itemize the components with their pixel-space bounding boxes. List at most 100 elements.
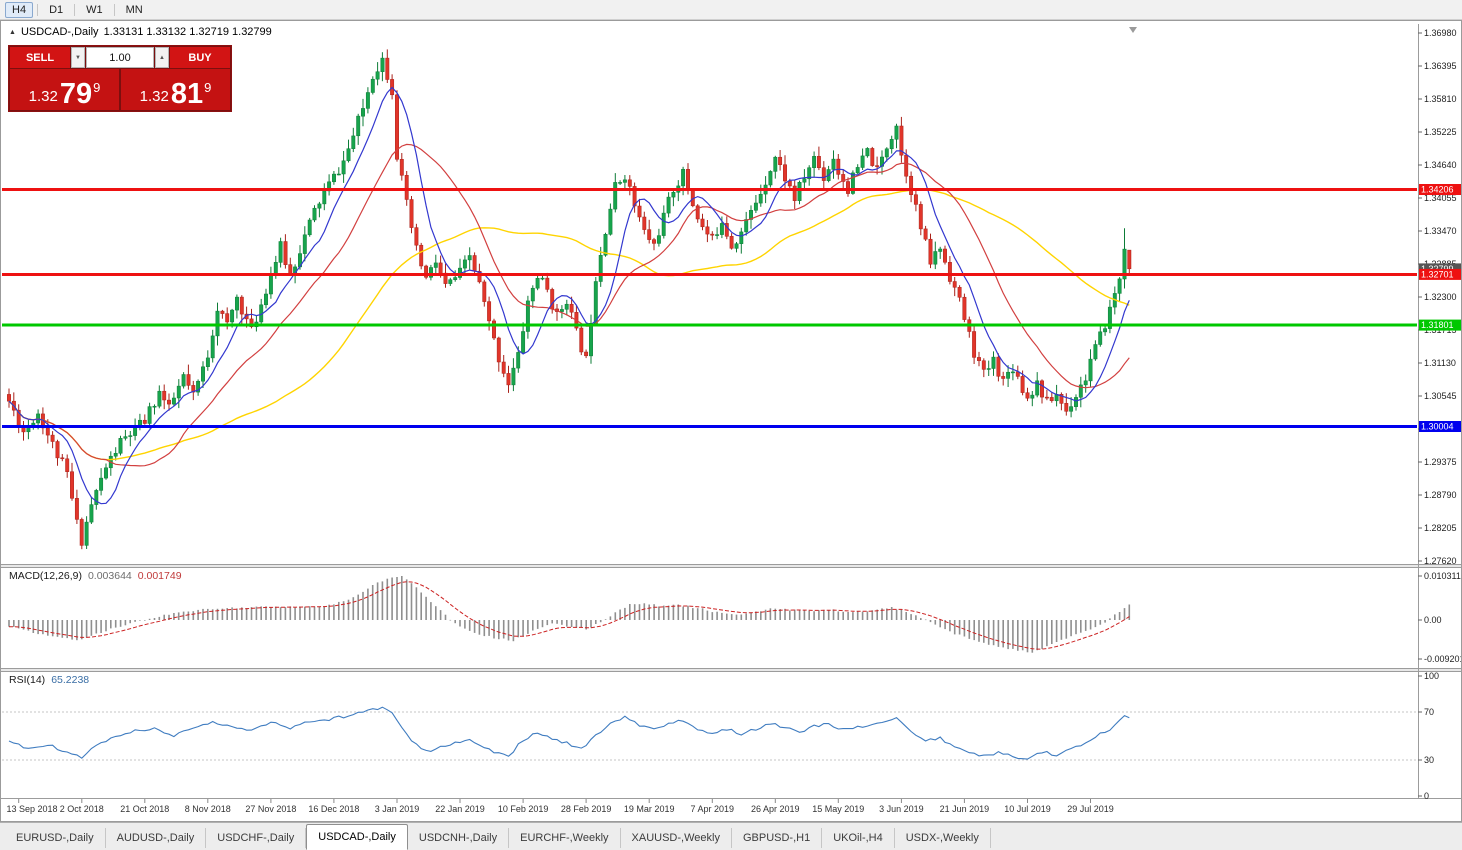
- panel-splitter[interactable]: [1, 668, 1461, 672]
- candle-body: [618, 182, 623, 184]
- buy-price-point: 9: [204, 80, 212, 95]
- price-axis-label: 1.34640: [1424, 160, 1457, 170]
- chart-tab-gbpusd-h1[interactable]: GBPUSD-,H1: [732, 828, 823, 848]
- candle-body: [167, 399, 171, 405]
- candle-body: [608, 208, 613, 235]
- toolbar-separator: [37, 3, 39, 16]
- one-click-trading-panel: SELL ▼ 1.00 ▲ BUY 1.32 79 9 1.32 81 9: [8, 45, 232, 112]
- price-axis-label: 1.31130: [1424, 358, 1456, 368]
- candle-body: [1098, 331, 1103, 345]
- volume-decrement-button[interactable]: ▼: [71, 47, 85, 68]
- candle-body: [977, 357, 981, 361]
- buy-price-display[interactable]: 1.32 81 9: [121, 69, 230, 110]
- price-axis-label: 1.27620: [1424, 556, 1457, 566]
- chart-canvas[interactable]: 1.36980 1.36395 1.35810 1.35225 1.34640 1.340…: [0, 20, 1462, 822]
- chart-tab-usdcad-daily[interactable]: USDCAD-,Daily: [306, 824, 408, 850]
- price-axis-label: 1.35225: [1424, 127, 1457, 137]
- sell-price-display[interactable]: 1.32 79 9: [10, 69, 119, 110]
- candle-body: [589, 323, 593, 357]
- candle-body: [744, 219, 749, 233]
- volume-increment-button[interactable]: ▲: [155, 47, 169, 68]
- chart-tab-usdchf-daily[interactable]: USDCHF-,Daily: [206, 828, 307, 848]
- candle-body: [181, 374, 186, 387]
- candle-body: [846, 181, 850, 194]
- candle-body: [1040, 380, 1044, 398]
- date-axis-label: 21 Jun 2019: [940, 804, 990, 814]
- candle-body: [753, 202, 758, 211]
- candle-body: [865, 148, 870, 157]
- candle-body: [341, 160, 346, 175]
- candle-body: [385, 57, 390, 80]
- macd-signal-value: 0.001749: [137, 570, 182, 582]
- price-axis-label: 1.36980: [1424, 28, 1457, 38]
- candle-body: [598, 255, 603, 282]
- timeframe-button-w1[interactable]: W1: [86, 3, 103, 16]
- candle-body: [142, 419, 147, 424]
- candle-body: [1093, 344, 1098, 360]
- candle-body: [972, 331, 977, 358]
- candle-body: [783, 164, 787, 182]
- svg-text:1.30004: 1.30004: [1421, 422, 1454, 432]
- date-axis-label: 28 Feb 2019: [561, 804, 612, 814]
- sell-price-prefix: 1.32: [28, 88, 58, 105]
- price-axis-label: 1.30545: [1424, 391, 1457, 401]
- candle-body: [365, 92, 370, 109]
- chart-tab-eurusd-daily[interactable]: EURUSD-,Daily: [5, 828, 106, 848]
- sell-button[interactable]: SELL: [10, 47, 70, 68]
- candle-body: [55, 441, 60, 459]
- candle-body: [1078, 384, 1083, 398]
- candle-body: [448, 279, 453, 284]
- date-axis-label: 19 Mar 2019: [624, 804, 675, 814]
- candle-body: [807, 167, 812, 180]
- ohlc-values: 1.33131 1.33132 1.32719 1.32799: [103, 26, 272, 38]
- chart-shift-marker: [1129, 27, 1137, 33]
- caret-up-icon: ▲: [159, 54, 165, 61]
- candle-body: [947, 262, 952, 282]
- candle-body: [1049, 397, 1054, 401]
- candle-body: [928, 238, 933, 265]
- candle-body: [1088, 358, 1093, 382]
- candle-body: [1127, 249, 1132, 270]
- candle-body: [564, 303, 569, 310]
- candle-body: [923, 228, 928, 240]
- candle-body: [268, 274, 273, 295]
- support-tag-1-30004: 1.30004: [1419, 421, 1461, 432]
- candle-body: [603, 234, 608, 256]
- candle-body: [1035, 380, 1040, 396]
- buy-button[interactable]: BUY: [170, 47, 230, 68]
- candle-body: [729, 236, 734, 249]
- chart-tab-usdcnh-daily[interactable]: USDCNH-,Daily: [408, 828, 510, 848]
- candle-body: [981, 360, 986, 370]
- candle-body: [89, 504, 94, 523]
- candle-body: [511, 367, 516, 386]
- timeframe-button-mn[interactable]: MN: [125, 3, 143, 16]
- timeframe-button-h4[interactable]: H4: [5, 1, 34, 18]
- chart-tab-xauusd-weekly[interactable]: XAUUSD-,Weekly: [621, 828, 732, 848]
- macd-name: MACD(12,26,9): [9, 570, 82, 582]
- candle-body: [94, 490, 99, 505]
- candle-body: [496, 337, 501, 363]
- chart-tab-eurchf-weekly[interactable]: EURCHF-,Weekly: [509, 828, 621, 848]
- candle-body: [758, 193, 763, 204]
- chart-tab-audusd-daily[interactable]: AUDUSD-,Daily: [106, 828, 207, 848]
- volume-input[interactable]: 1.00: [86, 47, 154, 68]
- candle-body: [176, 385, 181, 399]
- price-axis-label: 1.28790: [1424, 490, 1457, 500]
- rsi-axis-label: 30: [1424, 755, 1434, 765]
- price-axis-label: 1.29375: [1424, 457, 1457, 467]
- panel-splitter[interactable]: [1, 564, 1461, 568]
- candle-body: [157, 390, 162, 407]
- chart-tab-ukoil-h4[interactable]: UKOil-,H4: [822, 828, 895, 848]
- symbol-direction-icon: ▲: [9, 28, 16, 36]
- chart-background: [1, 21, 1461, 821]
- candle-body: [632, 186, 637, 207]
- timeframe-button-d1[interactable]: D1: [49, 3, 64, 16]
- candle-body: [162, 390, 167, 401]
- trade-prices-row: 1.32 79 9 1.32 81 9: [10, 69, 230, 110]
- candle-body: [45, 427, 50, 436]
- candle-body: [1074, 397, 1078, 407]
- candle-body: [7, 394, 11, 402]
- chart-tab-usdx-weekly[interactable]: USDX-,Weekly: [895, 828, 991, 848]
- candle-body: [409, 199, 414, 228]
